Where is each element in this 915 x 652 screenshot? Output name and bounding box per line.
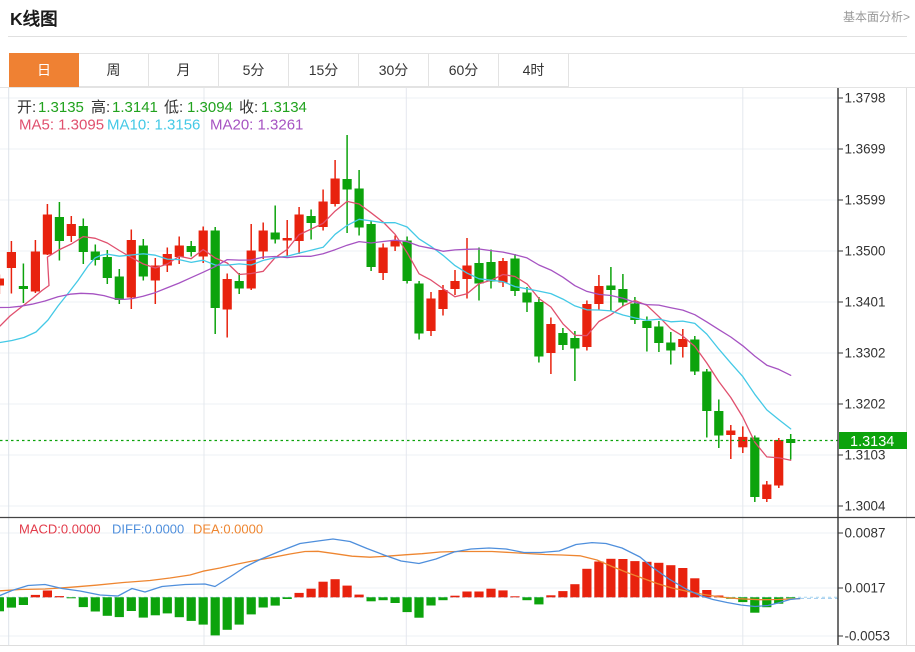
svg-text:1.3141: 1.3141 — [112, 99, 158, 116]
svg-text:高:: 高: — [91, 99, 110, 116]
svg-text:1.3500: 1.3500 — [845, 244, 886, 259]
svg-text:1.3202: 1.3202 — [845, 397, 886, 412]
svg-text:-0.0053: -0.0053 — [845, 629, 890, 644]
svg-text:1.3004: 1.3004 — [845, 499, 887, 514]
svg-text:0.0017: 0.0017 — [845, 581, 886, 596]
svg-text:1.3699: 1.3699 — [845, 142, 886, 157]
svg-text:0.0087: 0.0087 — [845, 526, 886, 541]
svg-text:收:: 收: — [239, 99, 258, 116]
svg-text:1.3135: 1.3135 — [38, 99, 84, 116]
svg-text:1.3103: 1.3103 — [845, 448, 886, 463]
svg-text:DIFF:0.0000: DIFF:0.0000 — [112, 522, 184, 537]
svg-text:1.3134: 1.3134 — [850, 434, 894, 450]
svg-text:MACD:0.0000: MACD:0.0000 — [19, 522, 101, 537]
svg-text:MA10: 1.3156: MA10: 1.3156 — [107, 117, 200, 134]
svg-text:1.3401: 1.3401 — [845, 295, 886, 310]
svg-text:1.3134: 1.3134 — [261, 99, 307, 116]
svg-text:DEA:0.0000: DEA:0.0000 — [193, 522, 263, 537]
svg-text:开:: 开: — [17, 99, 36, 116]
svg-text:1.3094: 1.3094 — [187, 99, 233, 116]
svg-text:1.3798: 1.3798 — [845, 91, 886, 106]
svg-text:1.3599: 1.3599 — [845, 193, 886, 208]
svg-text:1.3302: 1.3302 — [845, 346, 886, 361]
svg-text:MA5: 1.3095: MA5: 1.3095 — [19, 117, 104, 134]
svg-text:MA20: 1.3261: MA20: 1.3261 — [210, 117, 303, 134]
svg-text:低:: 低: — [164, 99, 183, 116]
